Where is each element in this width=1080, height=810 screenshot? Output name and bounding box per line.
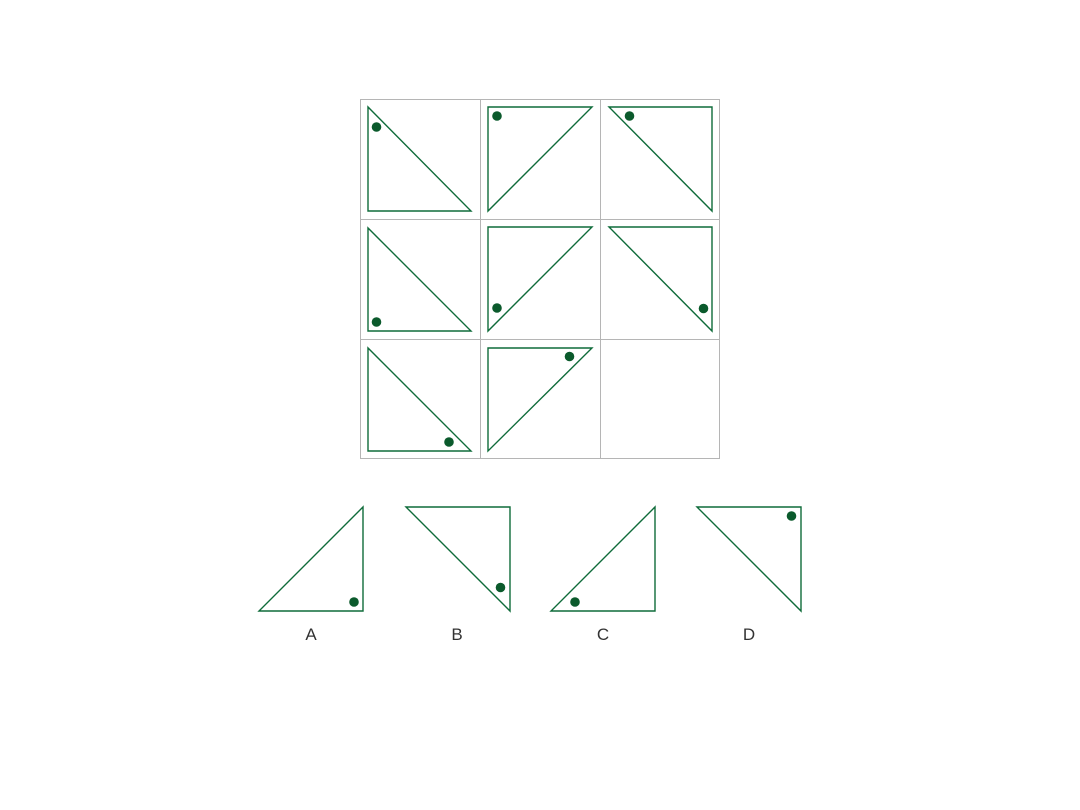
cell-2-2-dot	[492, 303, 502, 313]
cell-3-1-triangle	[367, 346, 473, 452]
cell-2-1-triangle	[367, 226, 473, 332]
option-c-triangle[interactable]	[549, 505, 656, 612]
cell-3-1-dot	[444, 437, 454, 447]
cell-2-1-dot	[371, 317, 382, 327]
option-d-label[interactable]: D	[742, 625, 756, 644]
cell-3-2-dot	[564, 351, 575, 362]
option-b-triangle[interactable]	[404, 506, 511, 613]
option-c-dot	[570, 597, 580, 607]
grid-border	[360, 99, 720, 459]
cell-3-2-triangle	[487, 347, 594, 453]
cell-2-3-dot	[698, 303, 709, 314]
cell-1-3-dot	[624, 111, 635, 121]
cell-2-2-triangle	[487, 226, 594, 333]
cell-1-1-dot	[371, 122, 382, 132]
cell-1-2-triangle	[487, 106, 594, 213]
option-d-dot	[786, 511, 797, 521]
cell-1-2-dot	[492, 111, 502, 121]
puzzle-grid	[360, 99, 720, 459]
option-a-label[interactable]: A	[305, 625, 317, 644]
option-d-triangle[interactable]	[695, 506, 802, 613]
option-b-label[interactable]: B	[451, 625, 463, 644]
option-c-label[interactable]: C	[596, 625, 610, 644]
cell-1-1-triangle	[367, 105, 473, 212]
cell-2-3-triangle	[607, 226, 713, 333]
option-a-triangle[interactable]	[257, 505, 364, 612]
option-b-dot	[495, 582, 506, 593]
cell-1-3-triangle	[607, 106, 713, 213]
option-a-dot	[349, 597, 359, 607]
